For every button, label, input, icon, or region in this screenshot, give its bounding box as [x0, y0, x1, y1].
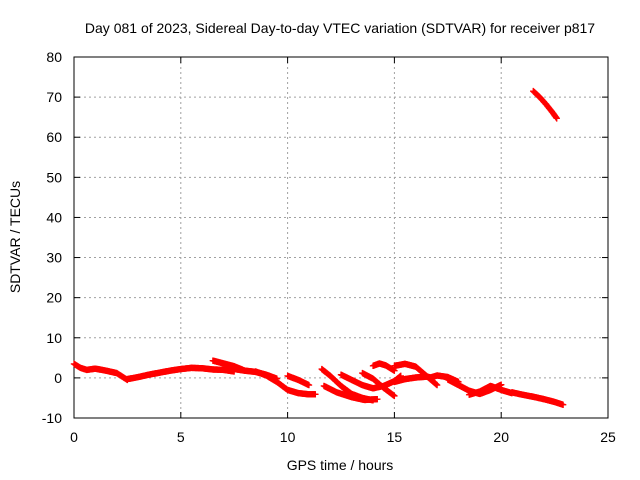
- series-sat-r: [530, 87, 560, 122]
- y-tick-label: 20: [46, 290, 62, 306]
- data-point: [305, 381, 313, 389]
- series-sat-q: [508, 389, 567, 408]
- y-tick-label: 40: [46, 209, 62, 225]
- grid: [74, 57, 608, 418]
- data-point: [433, 381, 441, 389]
- series-sat-p: [465, 382, 516, 398]
- series-sat-j: [359, 369, 398, 400]
- y-tick-label: 60: [46, 129, 62, 145]
- y-axis-label: SDTVAR / TECUs: [7, 181, 23, 293]
- series-sat-k: [369, 360, 398, 374]
- x-tick-label: 15: [387, 429, 403, 445]
- y-tick-label: 30: [46, 250, 62, 266]
- chart-title: Day 081 of 2023, Sidereal Day-to-day VTE…: [85, 20, 595, 36]
- x-tick-label: 10: [280, 429, 296, 445]
- series-sat-a: [70, 360, 131, 384]
- data-points: [70, 87, 567, 408]
- data-point: [312, 391, 319, 398]
- data-point: [553, 115, 560, 122]
- y-tick-label: 70: [46, 89, 62, 105]
- x-axis-label: GPS time / hours: [287, 457, 394, 473]
- data-point: [374, 395, 381, 403]
- data-point: [391, 392, 398, 400]
- x-tick-label: 20: [493, 429, 509, 445]
- series-sat-b: [124, 364, 238, 383]
- x-tick-label: 25: [600, 429, 616, 445]
- series-sat-e: [252, 368, 319, 398]
- series-sat-h: [320, 382, 381, 404]
- data-point: [559, 401, 567, 408]
- y-tick-label: 80: [46, 49, 62, 65]
- y-tick-label: 10: [46, 330, 62, 346]
- x-tick-label: 5: [177, 429, 185, 445]
- series-sat-f: [284, 372, 313, 389]
- axis-ticks: -10 0 10 20 30 40 50 60 70 80 0 5 10 15 20 25: [42, 49, 616, 445]
- y-tick-label: 50: [46, 169, 62, 185]
- y-tick-label: -10: [42, 410, 62, 426]
- x-tick-label: 0: [70, 429, 78, 445]
- plot-frame: [73, 56, 609, 419]
- y-tick-label: 0: [54, 370, 62, 386]
